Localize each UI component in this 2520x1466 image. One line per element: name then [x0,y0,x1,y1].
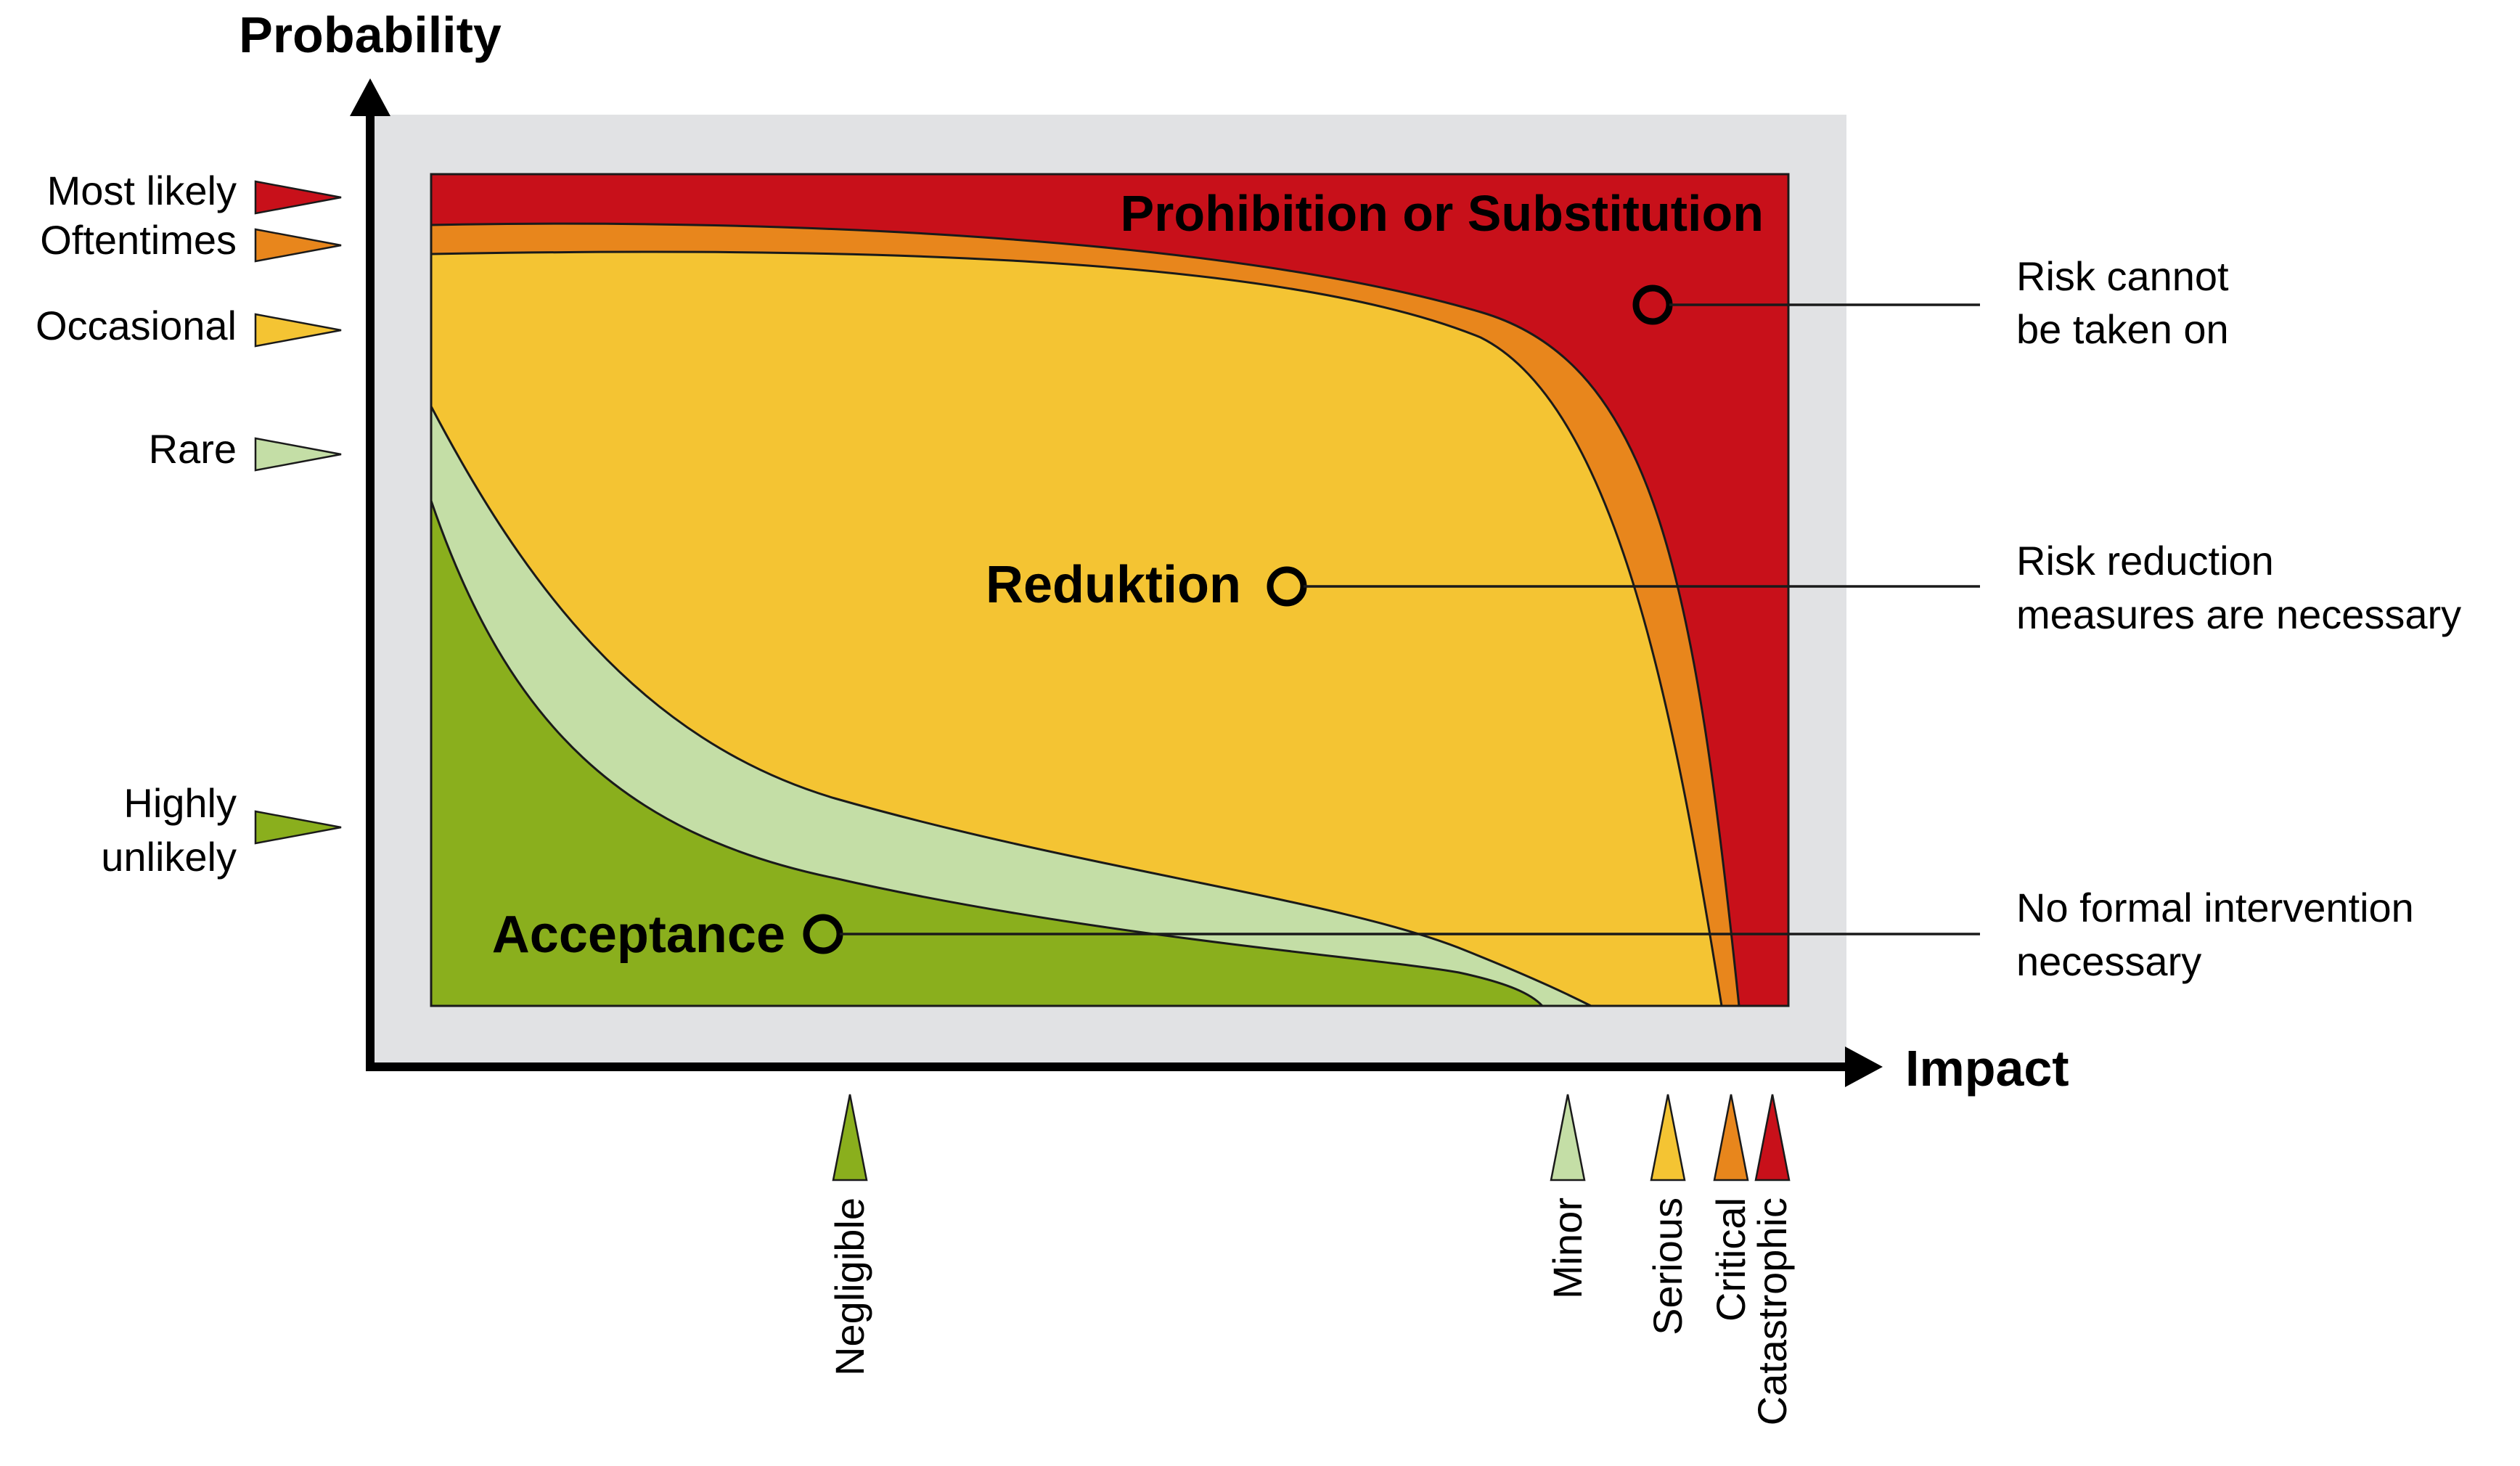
risk-zones [430,173,1790,1007]
zone-label-reduction: Reduktion [986,556,1241,614]
impact-label-catastrophic: Catastrophic [1749,1197,1795,1425]
zone-label-acceptance: Acceptance [492,906,785,964]
impact-label-critical: Critical [1708,1197,1754,1322]
impact-marker-minor [1550,1094,1586,1182]
zone-label-prohibition: Prohibition or Substitution [1120,185,1764,242]
y-axis-title: Probability [239,7,502,63]
probability-label-highly: Highly [123,780,237,826]
impact-marker-catastrophic [1754,1094,1791,1182]
boundary-rare [430,406,1592,1007]
probability-label-occasional: Occasional [36,303,237,348]
x-axis-title: Impact [1905,1040,2069,1097]
probability-label-unlikely: unlikely [101,834,237,880]
callout-prohibition-line2: be taken on [2016,306,2229,352]
impact-label-minor: Minor [1545,1197,1590,1299]
probability-label-most-likely: Most likely [47,168,237,213]
callout-reduction-line1: Risk reduction [2016,538,2274,583]
zone-labels: Prohibition or Substitution Reduktion Ac… [492,185,1764,964]
impact-marker-critical [1713,1094,1749,1182]
probability-marker-highly-unlikely [254,810,342,845]
callout-acceptance-line1: No formal intervention [2016,885,2414,930]
boundary-acceptance [430,500,1544,1007]
callouts: Risk cannot be taken on Risk reduction m… [840,253,2461,984]
impact-marker-serious [1650,1094,1686,1182]
boundary-oftentimes [430,222,1740,1007]
probability-levels: Most likely Oftentimes Occasional Rare H… [36,168,342,880]
plot-frame [430,173,1790,1007]
zone-acceptance [431,501,1542,1006]
boundary-reduction [430,250,1723,1007]
callout-acceptance-line2: necessary [2016,938,2201,984]
probability-marker-oftentimes [254,228,342,263]
probability-label-oftentimes: Oftentimes [40,217,237,263]
probability-marker-occasional [254,313,342,348]
callout-prohibition-line1: Risk cannot [2016,253,2229,299]
impact-label-serious: Serious [1645,1197,1690,1335]
probability-marker-most-likely [254,180,342,215]
y-axis-arrowhead [350,78,390,116]
axes: Probability Impact [239,7,2069,1097]
x-axis-arrowhead [1845,1047,1883,1087]
probability-marker-rare [254,437,342,472]
impact-levels: Negligible Minor Serious Critical Catast… [827,1094,1795,1425]
probability-label-rare: Rare [149,426,237,472]
impact-marker-negligible [832,1094,868,1182]
impact-label-negligible: Negligible [827,1197,872,1376]
callout-reduction-line2: measures are necessary [2016,591,2461,637]
